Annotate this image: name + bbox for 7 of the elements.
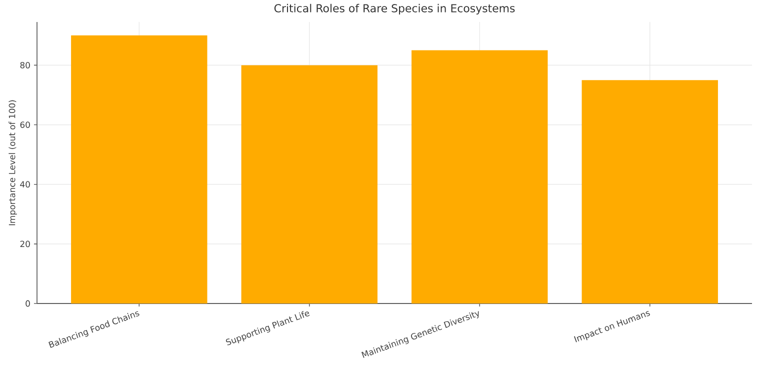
y-tick-label: 20 bbox=[20, 240, 30, 248]
y-tick-label: 80 bbox=[20, 62, 30, 68]
y-axis-title: Importance Level (out of 100) bbox=[8, 100, 17, 226]
y-tick-label: 60 bbox=[20, 122, 30, 128]
y-tick-label: 0 bbox=[26, 300, 30, 307]
y-tick-label: 40 bbox=[20, 181, 30, 188]
chart-title: Critical Roles of Rare Species in Ecosystems bbox=[274, 4, 515, 15]
